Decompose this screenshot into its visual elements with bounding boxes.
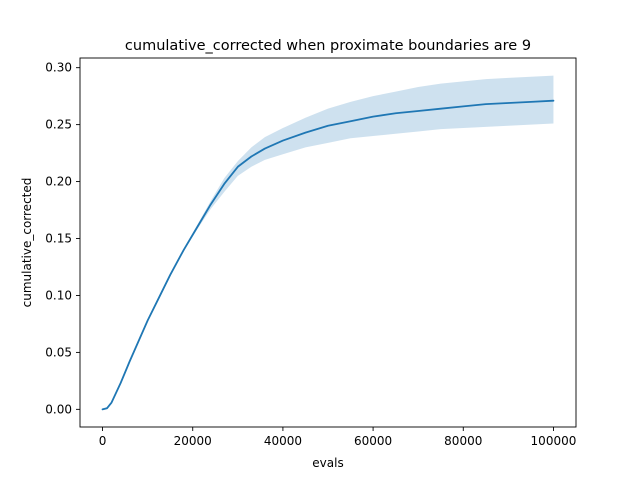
x-tick-label: 20000	[174, 434, 212, 448]
x-tick-label: 0	[99, 434, 107, 448]
y-tick-label: 0.20	[45, 175, 72, 189]
y-axis-label: cumulative_corrected	[20, 178, 34, 308]
y-tick-label: 0.30	[45, 61, 72, 75]
y-axis-ticks: 0.00 0.05 0.10 0.15 0.20 0.25 0.30	[45, 61, 80, 416]
plot-frame	[79, 57, 577, 428]
y-tick-label: 0.10	[45, 288, 72, 302]
series-line	[101, 99, 555, 411]
y-tick-label: 0.00	[45, 402, 72, 416]
y-tick-label: 0.15	[45, 232, 72, 246]
x-tick-label: 60000	[354, 434, 392, 448]
x-tick-label: 40000	[264, 434, 302, 448]
x-tick-label: 100000	[531, 434, 577, 448]
confidence-band	[102, 75, 554, 410]
x-tick-label: 80000	[444, 434, 482, 448]
x-axis-label: evals	[312, 456, 343, 470]
y-tick-label: 0.25	[45, 118, 72, 132]
plot-area	[101, 75, 555, 411]
x-axis-ticks: 0 20000 40000 60000 80000 100000	[99, 427, 577, 448]
chart-title: cumulative_corrected when proximate boun…	[125, 38, 531, 54]
y-tick-label: 0.05	[45, 345, 72, 359]
